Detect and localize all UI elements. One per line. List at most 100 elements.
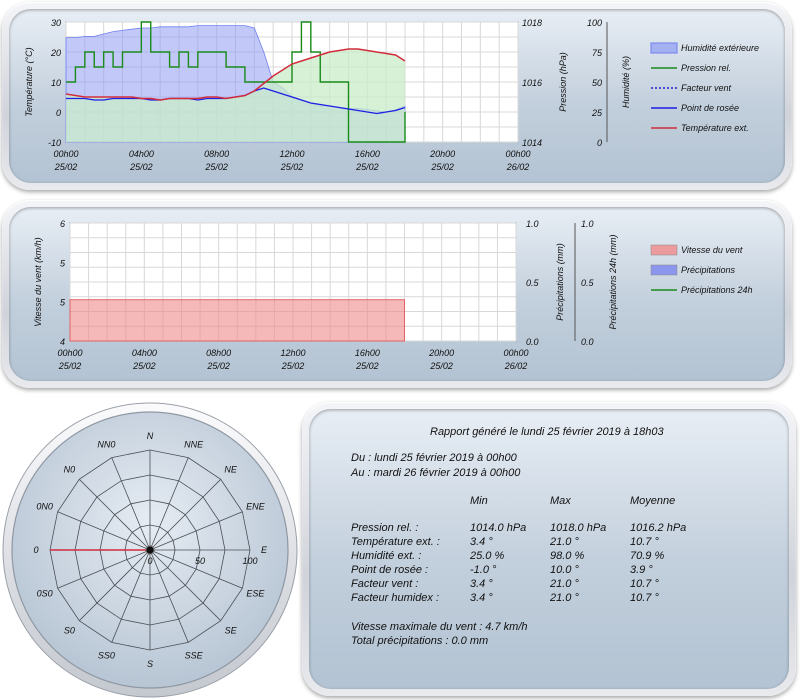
row-avg: 70.9 %: [630, 550, 665, 562]
row-avg: 10.7 °: [630, 578, 659, 590]
y3-tick-label: 75: [592, 48, 603, 58]
report-header-avg: Moyenne: [630, 495, 676, 507]
x-tick-date: 25/02: [281, 361, 305, 371]
y2-axis-title: Précipitations (mm): [555, 243, 565, 321]
y3-tick-label: 0.5: [581, 278, 595, 288]
row-max: 21.0 °: [550, 592, 579, 604]
x-tick-label: 08h00: [204, 149, 229, 159]
row-max: 1018.0 hPa: [550, 522, 607, 534]
x-tick-date: 25/02: [430, 162, 454, 172]
x-tick-date: 25/02: [429, 361, 453, 371]
x-tick-label: 16h00: [355, 149, 380, 159]
x-tick-label: 08h00: [206, 348, 231, 358]
radar-spoke: [57, 511, 151, 551]
legend-label: Point de rosée: [681, 103, 739, 113]
y1-tick-label: 5: [60, 258, 66, 268]
x-tick-date: 25/02: [132, 361, 156, 371]
y3-tick-label: 1.0: [581, 219, 594, 229]
report-header-min: Min: [470, 495, 488, 507]
x-tick-label: 00h00: [53, 149, 78, 159]
y2-axis-title: Pression (hPa): [558, 52, 568, 112]
y2-tick-label: 0.5: [526, 278, 540, 288]
radar-spoke: [149, 549, 221, 621]
row-min: 25.0 %: [470, 550, 505, 562]
direction-label: 0N0: [36, 501, 53, 511]
x-tick-date: 25/02: [129, 162, 153, 172]
row-avg: 10.7 °: [630, 592, 659, 604]
legend-swatch: [650, 244, 678, 256]
row-max: 21.0 °: [550, 578, 579, 590]
report-header-max: Max: [550, 495, 571, 507]
radar-spoke: [111, 457, 151, 551]
gauge-center: [145, 545, 155, 555]
x-tick-label: 00h00: [505, 149, 530, 159]
x-tick-label: 00h00: [57, 348, 82, 358]
ring-label: 50: [195, 556, 205, 566]
legend-label: Vitesse du vent: [681, 245, 743, 255]
report-rain-total: Total précipitations : 0.0 mm: [351, 635, 489, 647]
y2-tick-label: 1.0: [526, 219, 539, 229]
y2-tick-label: 1014: [522, 138, 542, 148]
direction-label: N0: [64, 464, 76, 474]
legend-swatch: [650, 264, 678, 276]
y2-tick-label: 1018: [522, 18, 542, 28]
direction-label: SSE: [185, 650, 204, 660]
report-title: Rapport généré le lundi 25 février 2019 …: [430, 426, 664, 438]
row-min: 3.4 °: [470, 536, 493, 548]
x-tick-date: 25/02: [355, 361, 379, 371]
direction-label: N: [147, 431, 154, 441]
direction-label: SS0: [98, 650, 115, 660]
x-tick-date: 25/02: [58, 361, 82, 371]
row-min: -1.0 °: [470, 564, 497, 576]
direction-label: NN0: [97, 440, 115, 450]
direction-label: S0: [64, 626, 75, 636]
row-avg: 1016.2 hPa: [630, 522, 687, 534]
x-tick-label: 20h00: [429, 149, 455, 159]
x-tick-date: 25/02: [54, 162, 78, 172]
radar-spoke: [149, 549, 189, 643]
x-tick-label: 20h00: [428, 348, 454, 358]
y2-tick-label: 0.0: [526, 337, 539, 347]
radar-spoke: [57, 549, 151, 589]
y1-axis-title: Température (°C): [24, 47, 34, 116]
x-tick-date: 25/02: [206, 361, 230, 371]
report-from: Du : lundi 25 février 2019 à 00h00: [351, 452, 517, 464]
report-panel-inner: [309, 409, 789, 689]
row-max: 98.0 %: [550, 550, 585, 562]
y3-tick-label: 0.0: [581, 337, 594, 347]
y3-tick-label: 100: [587, 18, 602, 28]
y1-tick-label: 0: [56, 108, 61, 118]
y2-tick-label: 1016: [522, 78, 542, 88]
y1-tick-label: 30: [51, 18, 61, 28]
radar-spoke: [149, 457, 189, 551]
report-wind-max: Vitesse maximale du vent : 4.7 km/h: [351, 621, 528, 633]
legend-label: Précipitations: [681, 265, 736, 275]
row-label: Pression rel. :: [351, 522, 419, 534]
direction-label: S: [147, 659, 153, 669]
radar-spoke: [79, 549, 151, 621]
y1-tick-label: 4: [60, 337, 65, 347]
y1-tick-label: 20: [50, 48, 61, 58]
ring-label: 0: [147, 556, 152, 566]
radar-spoke: [149, 479, 221, 551]
legend-label: Pression rel.: [681, 63, 731, 73]
direction-label: E: [261, 545, 268, 555]
ring-label: 100: [242, 556, 257, 566]
x-tick-label: 16h00: [355, 348, 380, 358]
row-label: Point de rosée :: [351, 564, 429, 576]
y1-tick-label: 6: [60, 219, 65, 229]
y1-axis-title: Vitesse du vent (km/h): [33, 237, 43, 326]
y3-tick-label: 50: [592, 78, 602, 88]
legend-swatch-humidity: [650, 42, 678, 54]
x-tick-label: 04h00: [129, 149, 154, 159]
row-max: 10.0 °: [550, 564, 579, 576]
wind-speed-area: [69, 299, 405, 342]
row-label: Humidité ext. :: [351, 550, 422, 562]
row-min: 1014.0 hPa: [470, 522, 527, 534]
direction-label: NNE: [184, 440, 204, 450]
legend-label: Précipitations 24h: [681, 285, 753, 295]
y1-tick-label: 10: [51, 78, 61, 88]
direction-label: ENE: [246, 501, 266, 511]
x-tick-date: 26/02: [506, 162, 530, 172]
wind-chart: 6 5 5 4 1.0 0.5 0.0 1.0 0.5 0.0 Vitesse du vent (k…: [33, 219, 753, 371]
